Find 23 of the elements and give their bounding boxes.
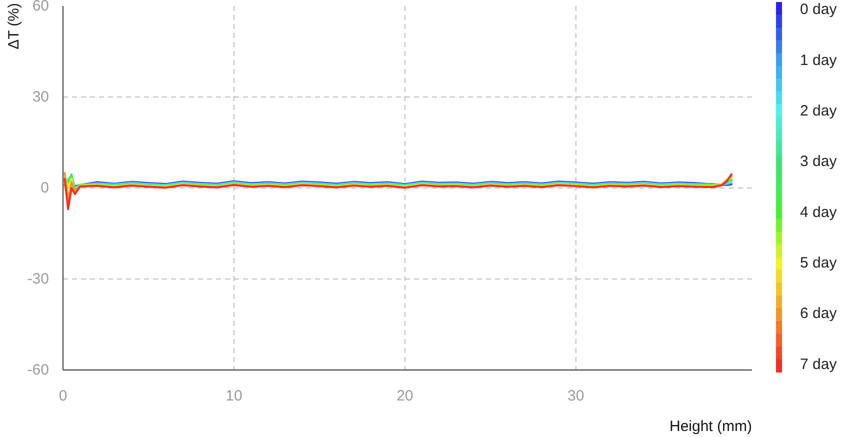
- x-tick-label: 10: [226, 388, 242, 404]
- line-series: [64, 174, 732, 189]
- color-bar-label: 0 day: [800, 1, 838, 18]
- x-tick-label: 20: [396, 388, 414, 404]
- line-series: [64, 178, 732, 188]
- color-bar-label: 7 day: [800, 356, 838, 373]
- y-tick-label: 30: [32, 88, 49, 106]
- x-axis-title: Height (mm): [669, 418, 752, 435]
- y-tick-label: 0: [40, 180, 49, 196]
- x-tick-label: 30: [568, 388, 584, 404]
- x-tick-label: 0: [58, 388, 68, 404]
- y-tick-label: 60: [32, 0, 49, 14]
- y-tick-label: -30: [27, 270, 49, 288]
- color-bar-label: 5 day: [800, 254, 838, 272]
- line-series: [64, 173, 732, 210]
- y-tick-label: -60: [27, 362, 49, 378]
- y-axis-title: ΔT (%): [6, 2, 22, 50]
- line-series: [64, 172, 732, 202]
- color-bar-label: 2 day: [800, 102, 838, 120]
- color-bar-label: 6 day: [800, 305, 838, 322]
- color-bar-label: 3 day: [800, 153, 838, 170]
- color-bar-label: 4 day: [800, 204, 838, 221]
- color-bar-label: 1 day: [800, 52, 838, 69]
